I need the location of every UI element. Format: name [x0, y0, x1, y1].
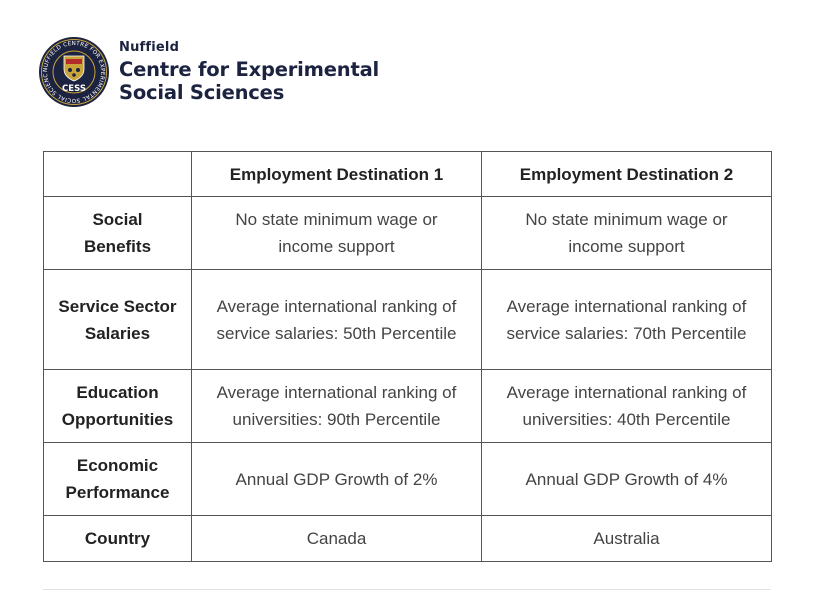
row-label-economic-performance: Economic Performance	[43, 442, 192, 516]
row-label-service-sector-salaries: Service Sector Salaries	[43, 269, 192, 370]
table-row-social-benefits: Social Benefits No state minimum wage or…	[43, 196, 772, 270]
site-header: NUFFIELD CENTRE FOR EXPERIMENTAL SOCIAL …	[38, 36, 379, 108]
cell-economic-dest-2: Annual GDP Growth of 4%	[481, 442, 772, 516]
table-row-service-sector-salaries: Service Sector Salaries Average internat…	[43, 269, 772, 370]
row-label-social-benefits: Social Benefits	[43, 196, 192, 270]
table-row-economic-performance: Economic Performance Annual GDP Growth o…	[43, 442, 772, 516]
cell-social-benefits-dest-2: No state minimum wage or income support	[481, 196, 772, 270]
cell-service-salaries-dest-1: Average international ranking of service…	[191, 269, 482, 370]
table-row-country: Country Canada Australia	[43, 515, 772, 562]
bottom-divider	[43, 589, 771, 590]
cell-economic-dest-1: Annual GDP Growth of 2%	[191, 442, 482, 516]
row-label-country: Country	[43, 515, 192, 562]
header-corner-cell	[43, 151, 192, 197]
employment-comparison-table: Employment Destination 1 Employment Dest…	[43, 151, 772, 562]
org-title-line-2: Social Sciences	[119, 81, 285, 104]
org-title-line-1: Centre for Experimental	[119, 58, 380, 81]
seal-center-text: CESS	[62, 84, 86, 94]
table-header-row: Employment Destination 1 Employment Dest…	[43, 151, 772, 197]
cell-service-salaries-dest-2: Average international ranking of service…	[481, 269, 772, 370]
org-small-title: Nuffield	[119, 40, 180, 55]
row-label-education-opportunities: Education Opportunities	[43, 369, 192, 443]
table-row-education-opportunities: Education Opportunities Average internat…	[43, 369, 772, 443]
cell-country-dest-2: Australia	[481, 515, 772, 562]
cell-education-dest-1: Average international ranking of univers…	[191, 369, 482, 443]
column-header-destination-2: Employment Destination 2	[481, 151, 772, 197]
cell-country-dest-1: Canada	[191, 515, 482, 562]
cell-social-benefits-dest-1: No state minimum wage or income support	[191, 196, 482, 270]
cess-seal-logo-icon[interactable]: NUFFIELD CENTRE FOR EXPERIMENTAL SOCIAL …	[38, 36, 110, 108]
cell-education-dest-2: Average international ranking of univers…	[481, 369, 772, 443]
column-header-destination-1: Employment Destination 1	[191, 151, 482, 197]
organization-name: Nuffield Centre for Experimental Social …	[119, 40, 379, 104]
